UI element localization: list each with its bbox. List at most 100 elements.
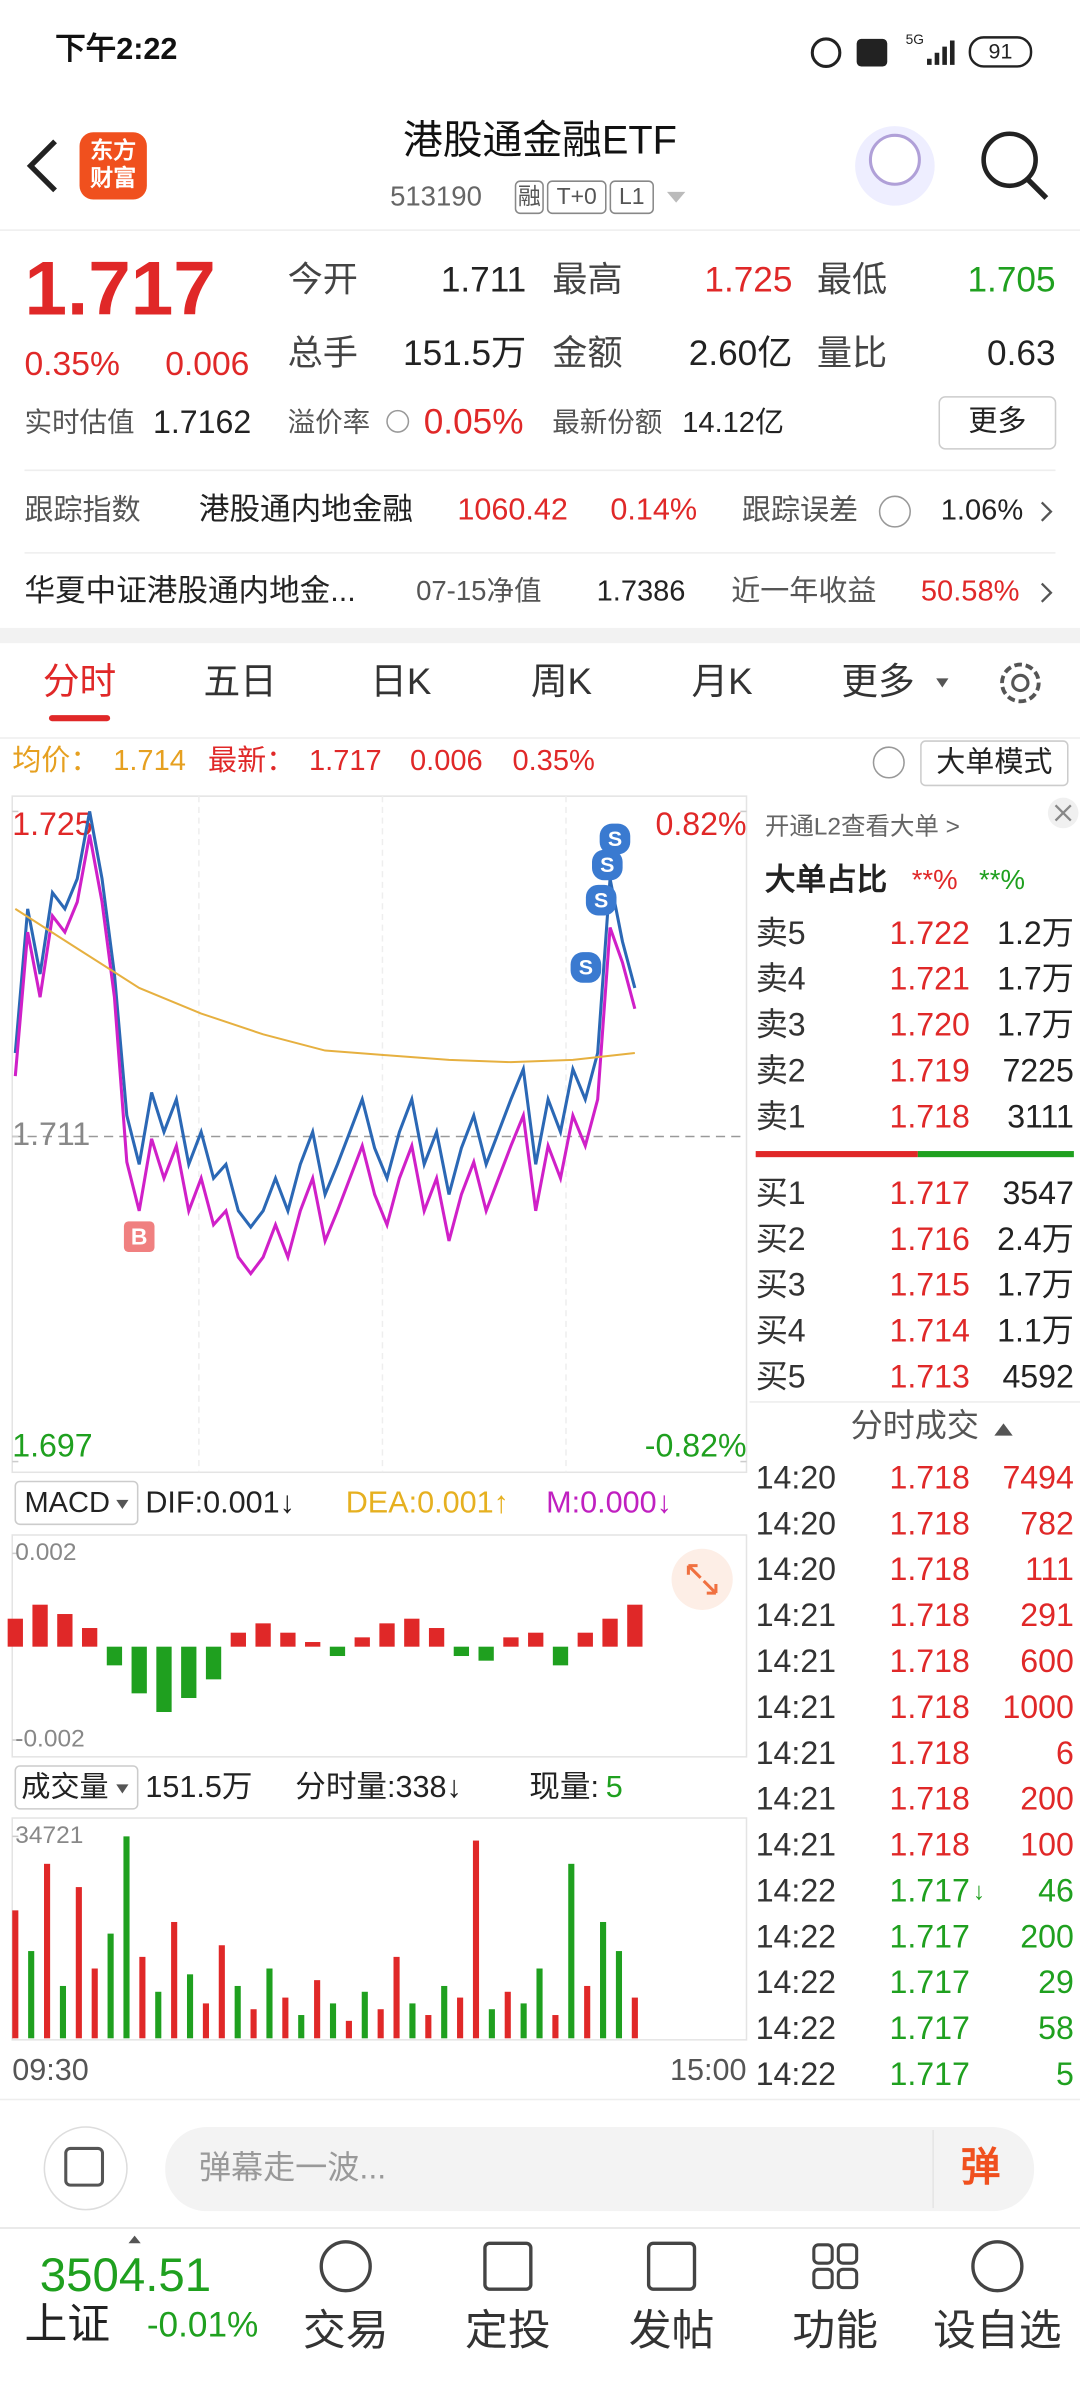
comment-send[interactable]: 弹 [961,2145,1001,2189]
trade-volume: 200 [1020,1918,1074,1954]
trade-volume: 200 [1020,1781,1074,1817]
comment-placeholder: 弹幕走一波... [199,2149,386,2185]
book-label: 买3 [756,1267,806,1303]
comment-input[interactable] [165,2127,1035,2212]
sell-marker[interactable] [585,884,617,916]
comment-settings[interactable] [43,2126,128,2211]
book-price: 1.721 [889,961,969,997]
est-label: 实时估值 [24,407,134,438]
back-button[interactable] [26,139,57,193]
close-icon [1054,804,1072,822]
trade-price: 1.718 [889,1597,969,1633]
sell-marker-text: S [608,827,622,851]
trade-price: 1.717 [889,1964,969,2000]
dropdown-icon[interactable] [666,191,686,203]
tab[interactable]: 分时 [43,661,116,702]
sell-marker[interactable] [570,952,602,983]
sell-marker-text: S [594,888,608,912]
index-name: 上证 [24,2301,110,2349]
macd-bar [81,1628,98,1647]
sell-marker[interactable] [592,849,623,881]
settings-button[interactable] [1000,662,1041,704]
book-volume: 3111 [1007,1098,1074,1134]
nav-icon [971,2240,1024,2293]
price: 1.717 [24,247,215,332]
volume-bar [552,2015,559,2039]
tab[interactable]: 更多 [841,661,914,702]
macd-label: MACD [24,1487,110,1519]
tab[interactable]: 五日 [203,661,276,702]
search-button[interactable] [981,131,1038,189]
mode-button[interactable] [920,740,1069,787]
volume-bar [329,2003,337,2039]
trade-volume: 58 [1038,2010,1074,2046]
help-icon[interactable] [878,495,911,528]
trade-time: 14:21 [756,1827,836,1863]
last-change: 0.006 [410,745,483,777]
volume-bar [488,2009,495,2039]
collapse-icon[interactable] [994,1423,1013,1436]
nav-icon [483,2241,533,2291]
signal-icon [927,40,955,65]
trade-volume: 29 [1038,1964,1074,2000]
expand-button[interactable] [671,1548,733,1610]
trade-price: 1.717 [889,1918,969,1954]
nav-label[interactable]: 设自选 [933,2307,1061,2355]
y-tick-label: 1.725 [12,806,92,842]
trades-title: 分时成交 [851,1407,979,1443]
buy-marker[interactable] [123,1221,155,1253]
macd-bar [205,1646,222,1680]
tab[interactable]: 月K [691,661,753,702]
info-icon[interactable] [386,409,410,433]
expand-icon[interactable] [128,2235,141,2244]
macd-dea: DEA:0.001↑ [346,1485,509,1519]
price-line [14,908,635,1064]
nav-icon [812,2267,834,2290]
volume-bar [472,1840,480,2039]
tab[interactable]: 日K [370,661,432,702]
l2-link[interactable]: 开通L2查看大单 > [765,813,960,841]
help-icon[interactable] [872,746,905,779]
sell-marker[interactable] [599,823,631,855]
trade-volume: 600 [1020,1643,1074,1679]
nav-label[interactable]: 定投 [465,2307,551,2355]
search-handle [1026,177,1049,200]
macd-select[interactable] [14,1480,139,1526]
nav-label[interactable]: 发帖 [629,2307,715,2355]
book-volume: 1.2万 [997,915,1074,951]
book-label: 卖1 [756,1098,806,1134]
nav-icon [836,2243,859,2265]
field-label: 最高 [552,260,622,299]
nav-label: 07-15净值 [416,575,541,606]
nav-label[interactable]: 交易 [303,2307,389,2355]
app-logo[interactable] [79,132,147,200]
network: 5G [906,32,924,47]
tracking-value: 1060.42 [457,493,568,527]
macd-bar [32,1604,48,1647]
more-button[interactable] [938,396,1057,450]
x-label: 09:30 [12,2053,89,2087]
chevron[interactable] [1040,582,1053,603]
trade-time: 14:20 [756,1505,836,1541]
volume-bar [520,2003,527,2039]
chevron[interactable] [1040,501,1053,522]
sell-marker-text: S [579,956,593,980]
volume-select[interactable] [14,1765,139,1810]
volume-bar [536,1968,543,2039]
trade-volume: 100 [1020,1827,1074,1863]
return-value: 50.58% [921,575,1020,607]
change-pct: 0.35% [24,346,119,383]
tabs: 分时 五日 日K 周K 月K 更多 [43,661,915,702]
tab[interactable]: 周K [531,661,593,702]
book-label: 卖5 [756,915,806,951]
volume-bar [28,1951,35,2039]
volume-minute: 分时量:338↓ [295,1770,462,1804]
more-text: 更多 [968,405,1026,438]
trade-volume: 291 [1020,1597,1074,1633]
volume-bar [155,1991,162,2039]
trade-price: 1.718 [889,1505,969,1541]
dropdown-icon[interactable] [936,678,949,688]
nav-label[interactable]: 功能 [792,2307,878,2355]
trade-time: 14:20 [756,1459,836,1495]
